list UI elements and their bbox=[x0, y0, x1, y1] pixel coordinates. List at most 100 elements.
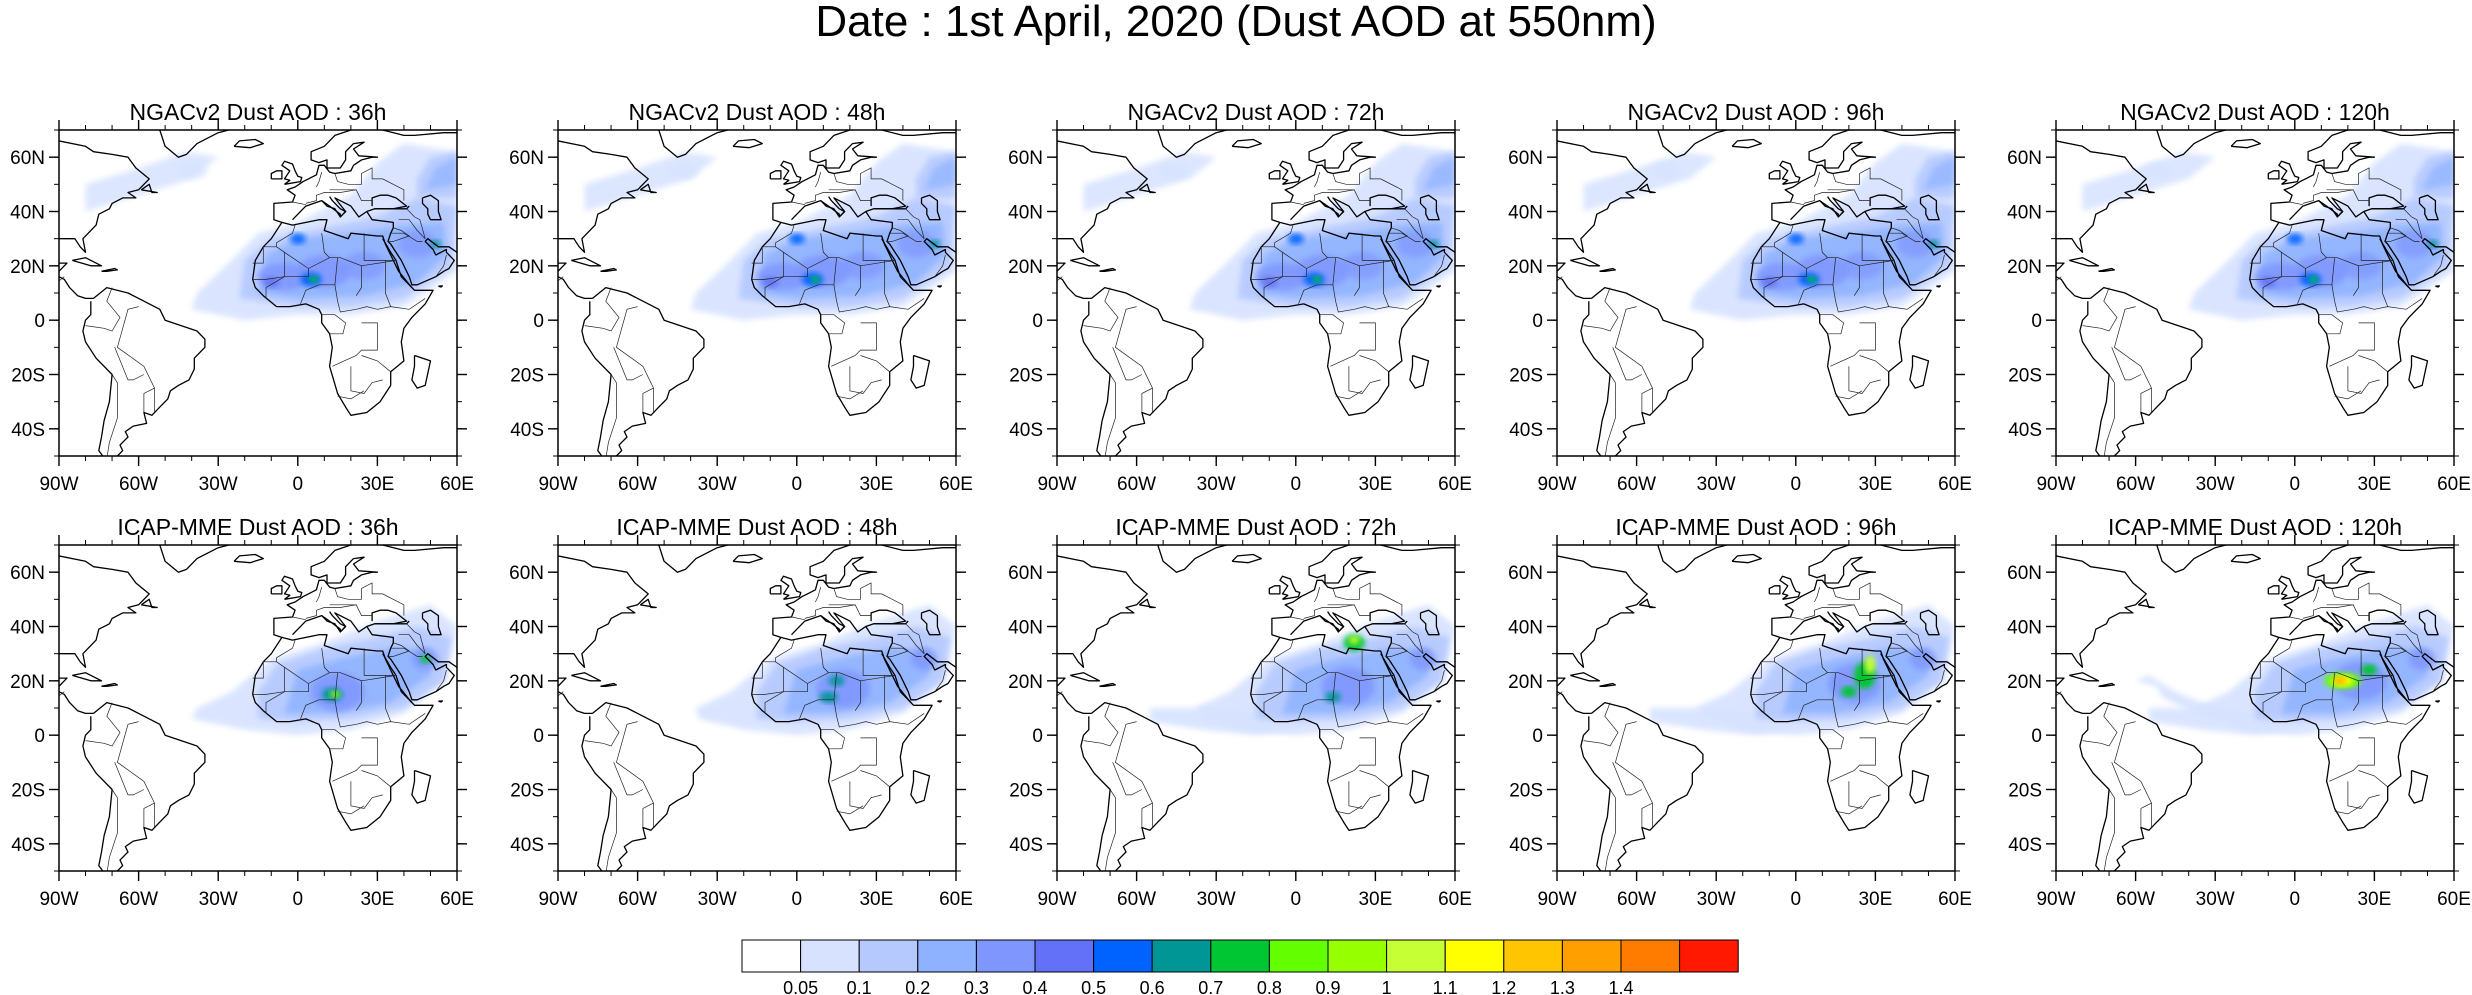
lat-tick-label: 40S bbox=[1009, 835, 1043, 856]
colorbar-label: 0.3 bbox=[964, 978, 989, 995]
lat-tick-label: 40N bbox=[509, 618, 544, 639]
map-panel: NGACv2 Dust AOD : 36h 90W 60W 30W 0 30E 60E 60N… bbox=[10, 99, 474, 495]
panel-title: ICAP-MME Dust AOD : 48h bbox=[616, 514, 897, 540]
colorbar-swatch bbox=[1210, 939, 1270, 973]
lon-tick-label: 90W bbox=[2036, 474, 2075, 495]
panel-title: NGACv2 Dust AOD : 48h bbox=[629, 99, 886, 125]
lon-tick-label: 30W bbox=[1697, 889, 1736, 910]
colorbar-label: 0.1 bbox=[847, 978, 872, 995]
colorbar-swatch bbox=[800, 939, 860, 973]
colorbar-label: 0.9 bbox=[1315, 978, 1340, 995]
lon-tick-label: 30E bbox=[2357, 889, 2391, 910]
lat-tick-label: 60N bbox=[10, 148, 45, 169]
lat-tick-label: 40S bbox=[1509, 420, 1543, 441]
map-panel: ICAP-MME Dust AOD : 96h 90W 60W 30W 0 30E 60E 6… bbox=[1508, 514, 1972, 910]
coastlines bbox=[59, 130, 457, 456]
lon-tick-label: 60E bbox=[939, 474, 973, 495]
lon-tick-label: 0 bbox=[293, 474, 304, 495]
lon-tick-label: 90W bbox=[1037, 889, 1076, 910]
lat-tick-label: 0 bbox=[2031, 726, 2042, 747]
colorbar-label: 1.4 bbox=[1608, 978, 1633, 995]
lon-tick-label: 90W bbox=[39, 889, 78, 910]
lon-tick-label: 0 bbox=[1291, 889, 1302, 910]
lat-tick-label: 0 bbox=[1032, 311, 1043, 332]
panel-title: ICAP-MME Dust AOD : 72h bbox=[1115, 514, 1396, 540]
dust-aod-field bbox=[584, 143, 956, 321]
lat-tick-label: 40N bbox=[1508, 618, 1543, 639]
lon-tick-label: 0 bbox=[1791, 889, 1802, 910]
map-panel: NGACv2 Dust AOD : 48h 90W 60W 30W 0 30E 60E 60N… bbox=[509, 99, 973, 495]
lat-tick-label: 20S bbox=[510, 366, 544, 387]
lat-tick-label: 20S bbox=[2008, 781, 2042, 802]
dust-aod-field bbox=[1583, 143, 1955, 321]
lon-tick-label: 60W bbox=[119, 889, 158, 910]
lat-tick-label: 20N bbox=[1008, 672, 1043, 693]
lon-tick-label: 60E bbox=[440, 889, 474, 910]
lon-tick-label: 0 bbox=[792, 889, 803, 910]
panel-title: ICAP-MME Dust AOD : 120h bbox=[2108, 514, 2402, 540]
lon-tick-label: 30E bbox=[2357, 474, 2391, 495]
panel-title: ICAP-MME Dust AOD : 36h bbox=[117, 514, 398, 540]
lat-tick-label: 20S bbox=[11, 781, 45, 802]
lat-tick-label: 40S bbox=[2008, 835, 2042, 856]
colorbar-swatch bbox=[917, 939, 977, 973]
coastlines bbox=[558, 130, 956, 456]
lat-tick-label: 60N bbox=[1508, 148, 1543, 169]
lon-tick-label: 60W bbox=[2116, 889, 2155, 910]
lat-tick-label: 20S bbox=[1009, 781, 1043, 802]
coastlines bbox=[558, 545, 956, 871]
lon-tick-label: 30E bbox=[1358, 889, 1392, 910]
lon-tick-label: 90W bbox=[39, 474, 78, 495]
lat-tick-label: 20N bbox=[1508, 672, 1543, 693]
map-panel: NGACv2 Dust AOD : 120h 90W 60W 30W 0 30E 60E 60… bbox=[2007, 99, 2471, 495]
lat-tick-label: 40N bbox=[2007, 618, 2042, 639]
lat-tick-label: 0 bbox=[34, 311, 45, 332]
lon-tick-label: 60E bbox=[1938, 474, 1972, 495]
lat-tick-label: 20N bbox=[509, 257, 544, 278]
lon-tick-label: 90W bbox=[2036, 889, 2075, 910]
lon-tick-label: 0 bbox=[1791, 474, 1802, 495]
lon-tick-label: 30W bbox=[2196, 889, 2235, 910]
lat-tick-label: 20S bbox=[1509, 781, 1543, 802]
lon-tick-label: 30W bbox=[698, 889, 737, 910]
colorbar-label: 1.3 bbox=[1550, 978, 1575, 995]
lat-tick-label: 60N bbox=[10, 563, 45, 584]
lat-tick-label: 20N bbox=[509, 672, 544, 693]
dust-aod-field bbox=[85, 143, 457, 321]
lon-tick-label: 30E bbox=[859, 474, 893, 495]
coastlines bbox=[1557, 130, 1955, 456]
colorbar-swatch bbox=[1679, 939, 1739, 973]
lon-tick-label: 30W bbox=[2196, 474, 2235, 495]
lat-tick-label: 60N bbox=[1508, 563, 1543, 584]
lon-tick-label: 90W bbox=[1537, 474, 1576, 495]
lat-tick-label: 60N bbox=[2007, 148, 2042, 169]
colorbar-swatch bbox=[975, 939, 1036, 973]
lon-tick-label: 60E bbox=[1938, 889, 1972, 910]
map-panel: NGACv2 Dust AOD : 96h 90W 60W 30W 0 30E 60E 60N… bbox=[1508, 99, 1972, 495]
lon-tick-label: 30W bbox=[1197, 474, 1236, 495]
colorbar-label: 0.8 bbox=[1257, 978, 1282, 995]
panel-title: NGACv2 Dust AOD : 96h bbox=[1628, 99, 1885, 125]
lat-tick-label: 20S bbox=[1009, 366, 1043, 387]
lat-tick-label: 40N bbox=[1008, 618, 1043, 639]
dust-aod-field bbox=[1149, 604, 1455, 736]
lon-tick-label: 60E bbox=[939, 889, 973, 910]
colorbar-swatch bbox=[1386, 939, 1446, 973]
lon-tick-label: 30E bbox=[1858, 889, 1892, 910]
colorbar-label: 0.7 bbox=[1198, 978, 1223, 995]
lat-tick-label: 20S bbox=[11, 366, 45, 387]
colorbar-swatch bbox=[1151, 939, 1212, 973]
coastlines bbox=[1057, 130, 1455, 456]
lon-tick-label: 60W bbox=[618, 474, 657, 495]
dust-aod-field bbox=[1083, 143, 1455, 321]
colorbar-swatch bbox=[1620, 939, 1681, 973]
lon-tick-label: 60E bbox=[2437, 474, 2471, 495]
colorbar-label: 0.2 bbox=[905, 978, 930, 995]
lat-tick-label: 40S bbox=[510, 835, 544, 856]
colorbar-swatch bbox=[741, 939, 802, 973]
lat-tick-label: 60N bbox=[1008, 148, 1043, 169]
lon-tick-label: 60E bbox=[1438, 474, 1472, 495]
lon-tick-label: 0 bbox=[2290, 889, 2301, 910]
lat-tick-label: 60N bbox=[509, 148, 544, 169]
lon-tick-label: 60W bbox=[1617, 474, 1656, 495]
